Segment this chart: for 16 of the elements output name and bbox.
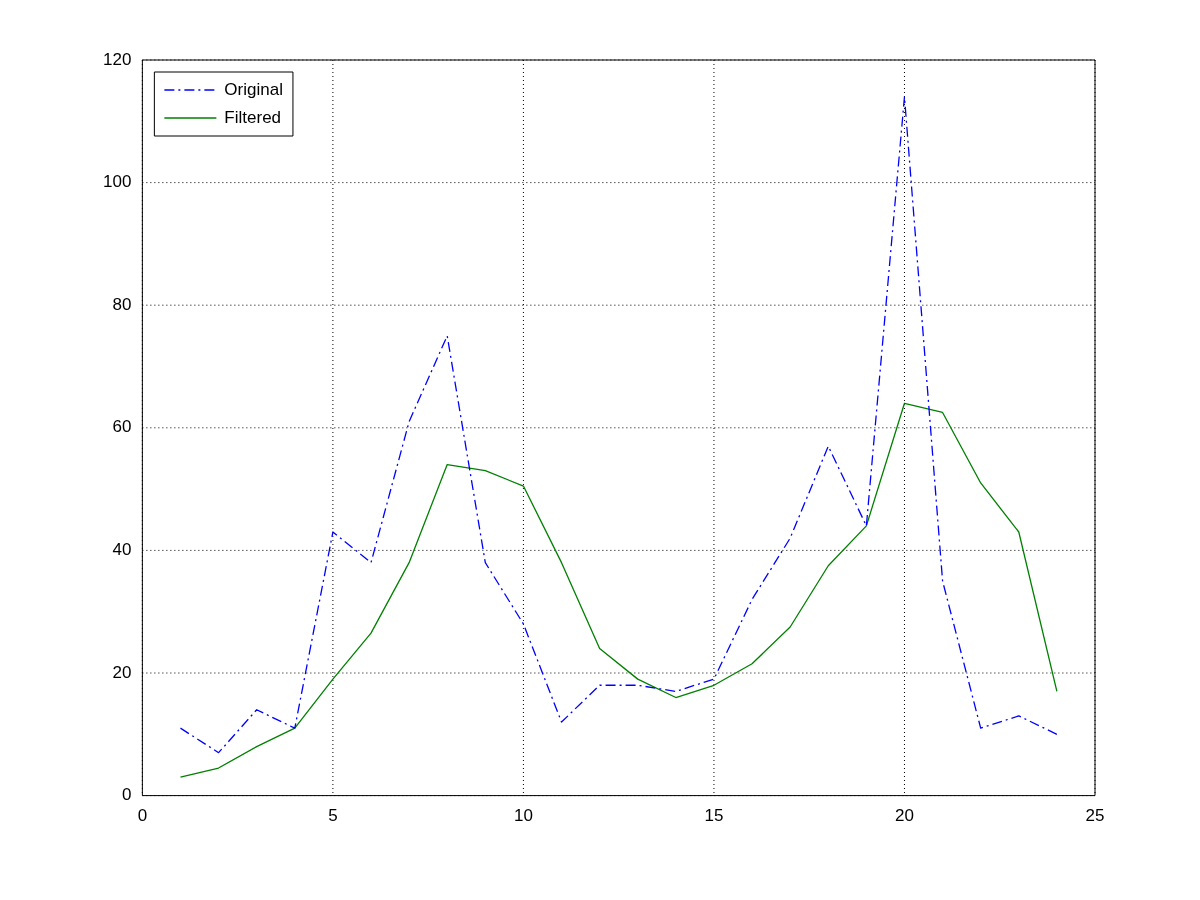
line-series (179, 96, 1058, 754)
y-tick-label: 20 (112, 662, 132, 682)
x-tick-label: 25 (1085, 806, 1105, 826)
y-tick-label: 100 (102, 172, 132, 192)
x-tick-label: 15 (704, 806, 724, 826)
y-tick-label: 120 (102, 49, 132, 69)
x-tick-label: 10 (513, 806, 533, 826)
y-tick-label: 0 (121, 785, 132, 805)
x-tick-label: 0 (137, 806, 148, 826)
y-tick-label: 60 (112, 417, 132, 437)
x-tick-label: 20 (895, 806, 914, 826)
legend-label: Filtered (224, 107, 282, 127)
legend-label: Original (224, 79, 283, 99)
y-tick-label: 80 (112, 294, 132, 314)
y-tick-label: 40 (112, 540, 132, 560)
x-tick-label: 5 (328, 806, 338, 826)
